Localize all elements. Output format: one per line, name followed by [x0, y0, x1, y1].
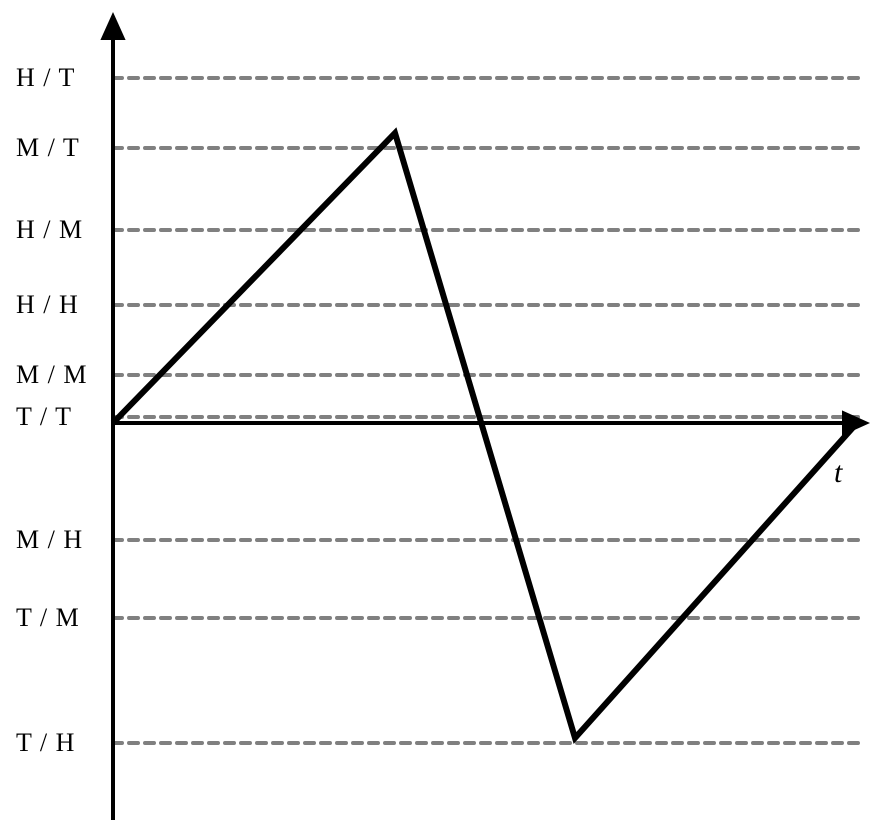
y-tick-label: T / T — [16, 402, 72, 432]
y-axis-arrow — [100, 12, 125, 40]
x-axis-label: t — [834, 456, 842, 490]
y-tick-label: H / M — [16, 215, 83, 245]
y-tick-label: M / M — [16, 360, 87, 390]
data-series — [113, 133, 857, 738]
y-tick-label: T / H — [16, 728, 75, 758]
y-tick-label: H / H — [16, 290, 79, 320]
y-tick-label: T / M — [16, 603, 80, 633]
chart-svg — [0, 0, 896, 831]
y-tick-label: M / H — [16, 525, 83, 555]
y-tick-label: H / T — [16, 63, 75, 93]
chart-container: H / T M / T H / M H / H M / M T / T M / H T / M… — [0, 0, 896, 831]
y-tick-label: M / T — [16, 133, 80, 163]
